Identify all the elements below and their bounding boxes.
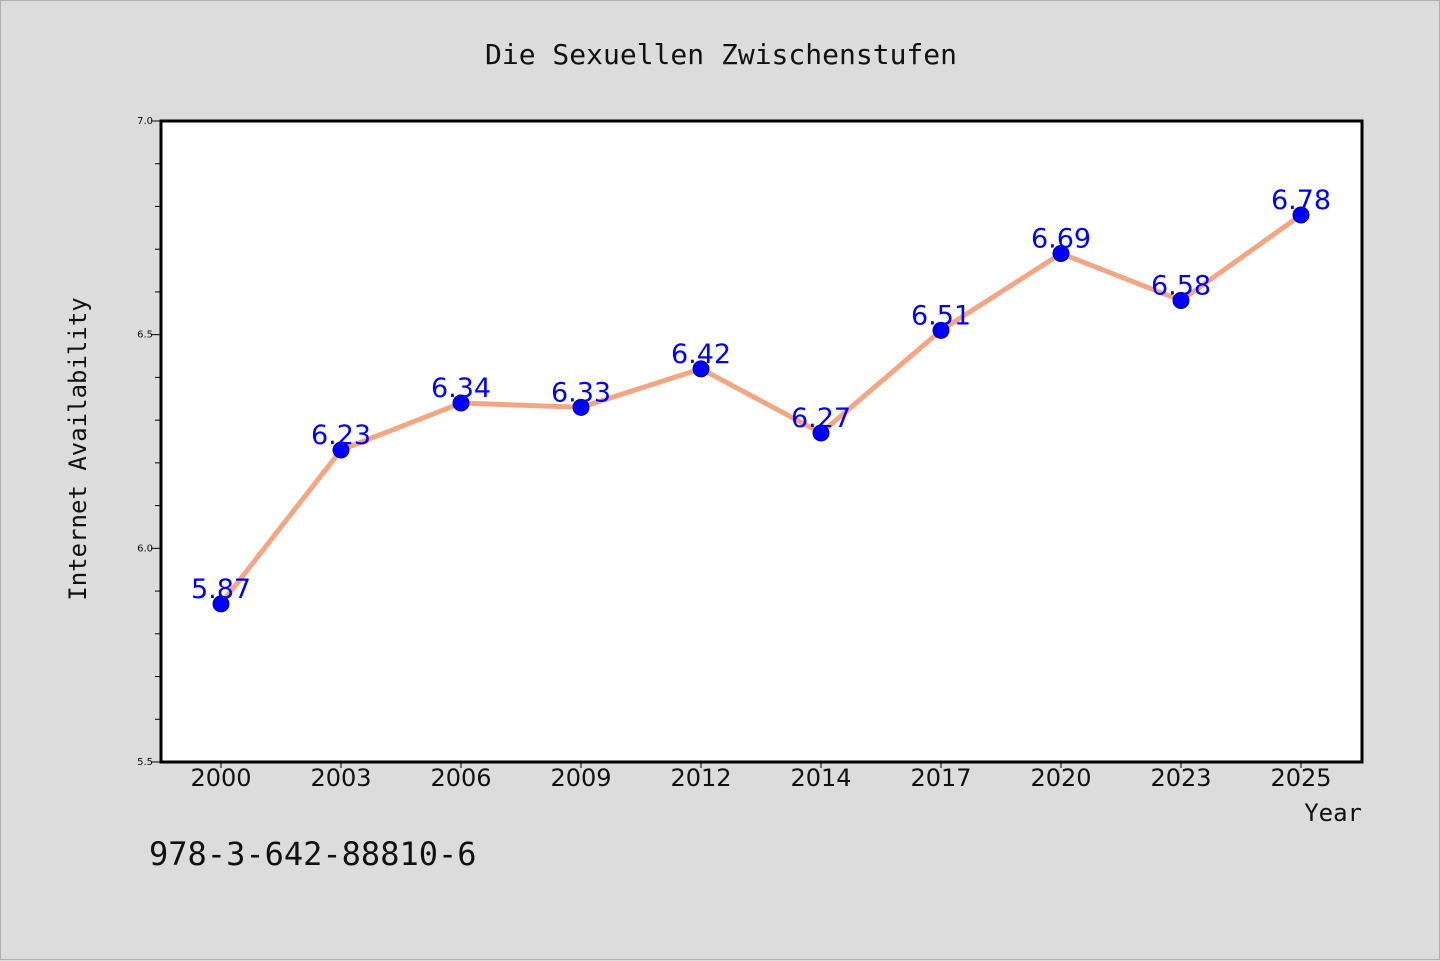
- x-tick-label: 2012: [670, 764, 731, 792]
- data-point: [572, 398, 590, 416]
- data-label: 6.42: [671, 339, 731, 370]
- series-line: [218, 212, 1304, 607]
- x-tick-label: 2009: [550, 764, 611, 792]
- x-axis-label: Year: [1304, 799, 1362, 827]
- y-tick-label: 6.5: [137, 330, 153, 341]
- data-label: 6.34: [431, 373, 491, 404]
- isbn-annotation: 978-3-642-88810-6: [149, 835, 477, 873]
- data-label: 6.69: [1031, 223, 1091, 254]
- x-axis: 2000 2003 2006 2009 2012 2014 2017 2020 2023 2025: [190, 762, 1332, 792]
- data-label: 6.23: [311, 420, 371, 451]
- data-point: [812, 424, 830, 442]
- x-tick-label: 2000: [190, 764, 251, 792]
- data-point: [932, 321, 950, 339]
- data-point: [1292, 206, 1310, 224]
- x-tick-label: 2014: [790, 764, 851, 792]
- data-point: [452, 394, 470, 412]
- x-tick-label: 2003: [310, 764, 371, 792]
- data-point: [692, 360, 710, 378]
- y-axis-label: Internet Availability: [64, 297, 92, 600]
- data-label: 6.78: [1271, 185, 1331, 216]
- data-label: 6.27: [791, 403, 851, 434]
- data-label: 5.87: [191, 574, 251, 605]
- chart-title: Die Sexuellen Zwischenstufen: [485, 38, 957, 71]
- y-tick-label: 7.0: [137, 116, 153, 127]
- data-label: 6.51: [911, 300, 971, 331]
- y-axis: 5.5 6.0 6.5 7.0: [137, 116, 161, 768]
- x-tick-label: 2020: [1030, 764, 1091, 792]
- data-point: [1052, 244, 1070, 262]
- data-point: [1172, 291, 1190, 309]
- y-tick-label: 5.5: [137, 757, 153, 768]
- data-label: 6.58: [1151, 270, 1211, 301]
- x-tick-label: 2023: [1150, 764, 1211, 792]
- data-point: [212, 595, 230, 613]
- x-tick-label: 2006: [430, 764, 491, 792]
- data-label-layer: 5.87 6.23 6.34 6.33 6.42 6.27 6.51 6.69 6.58 6.78: [191, 185, 1331, 605]
- data-point: [332, 441, 350, 459]
- y-tick-label: 6.0: [137, 543, 153, 554]
- series-layer: [212, 206, 1310, 613]
- x-tick-label: 2017: [910, 764, 971, 792]
- data-label: 6.33: [551, 377, 611, 408]
- x-tick-label: 2025: [1270, 764, 1331, 792]
